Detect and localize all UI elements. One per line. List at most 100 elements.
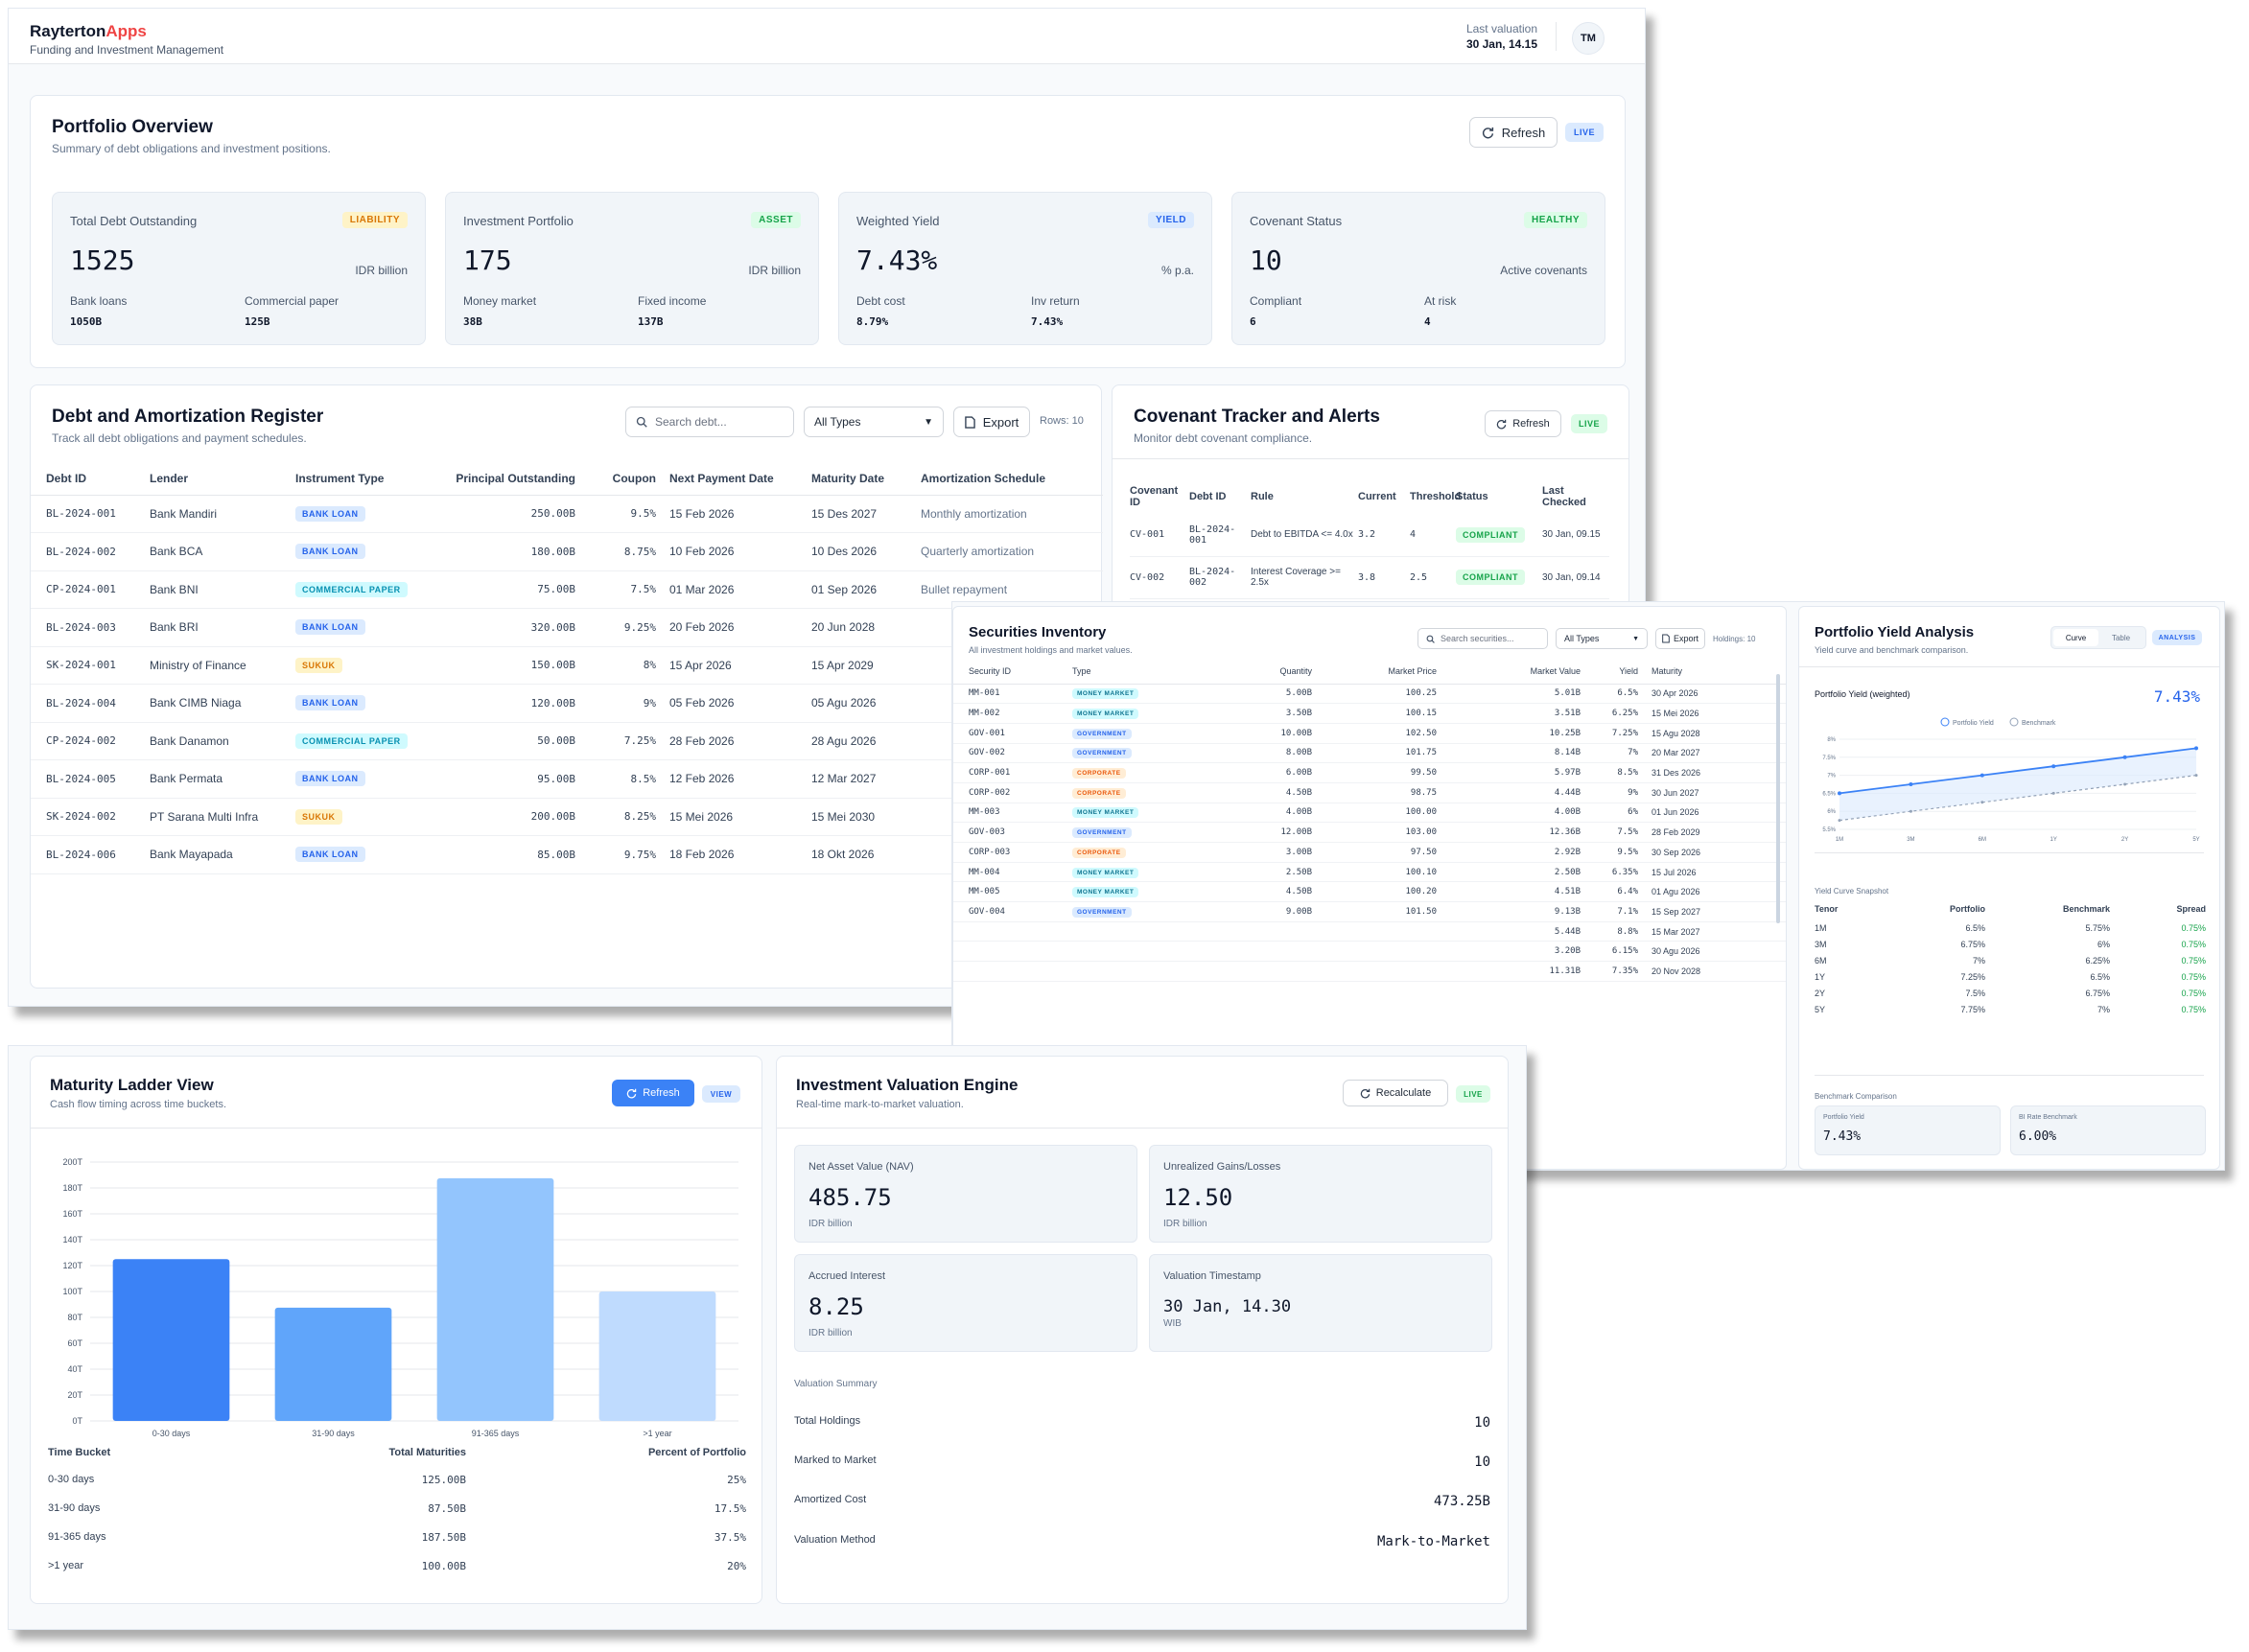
col-header[interactable]: Yield: [1581, 659, 1638, 685]
table-row[interactable]: BL-2024-001 Bank Mandiri BANK LOAN 250.00B 9…: [31, 495, 1103, 533]
table-row[interactable]: CP-2024-002 Bank Danamon COMMERCIAL PAPER 5…: [31, 722, 1103, 760]
table-row[interactable]: MM-002 MONEY MARKET 3.50B 100.15 3.51B 6.25% 1…: [953, 703, 1786, 724]
table-row[interactable]: 11.31B 7.35% 20 Nov 2028: [953, 961, 1786, 982]
table-row[interactable]: MM-005 MONEY MARKET 4.50B 100.20 4.51B 6.4% 01…: [953, 881, 1786, 903]
quantity: 5.00B: [1216, 684, 1312, 705]
col-header[interactable]: Status: [1456, 491, 1488, 502]
table-row[interactable]: 3.20B 6.15% 30 Agu 2026: [953, 941, 1786, 963]
brand-logo[interactable]: RaytertonApps: [30, 22, 147, 41]
table-row[interactable]: CP-2024-001 Bank BNI COMMERCIAL PAPER 75.00…: [31, 570, 1103, 609]
timestamp-label: Valuation Timestamp: [1163, 1270, 1261, 1282]
tab-curve[interactable]: Curve: [2053, 629, 2098, 646]
x-tick-label: 3M: [1907, 837, 1914, 843]
tab-table[interactable]: Table: [2111, 633, 2131, 642]
next-payment: 10 Feb 2026: [669, 532, 811, 571]
col-header[interactable]: Current: [1358, 491, 1396, 502]
col-header[interactable]: Maturity: [1638, 659, 1786, 685]
market-price: 100.15: [1312, 703, 1437, 724]
col-header[interactable]: Amortization Schedule: [921, 462, 1103, 496]
avatar[interactable]: TM: [1572, 22, 1605, 55]
bench-portfolio-value: 7.43%: [1823, 1129, 1862, 1144]
col-header[interactable]: Rule: [1251, 491, 1274, 502]
bench-portfolio-card: Portfolio Yield 7.43%: [1815, 1105, 2001, 1155]
table-row[interactable]: GOV-003 GOVERNMENT 12.00B 103.00 12.36B 7.5% 2…: [953, 822, 1786, 843]
portfolio: 7.75%: [1960, 1004, 1985, 1014]
maturity: 01 Agu 2026: [1638, 881, 1786, 903]
table-row[interactable]: GOV-004 GOVERNMENT 9.00B 101.50 9.13B 7.1% 15 …: [953, 901, 1786, 922]
market-value: 3.20B: [1437, 941, 1581, 963]
table-row[interactable]: 5.44B 8.8% 15 Mar 2027: [953, 921, 1786, 942]
principal: 150.00B: [439, 646, 593, 685]
yield: 8.8%: [1581, 921, 1638, 942]
table-row[interactable]: CV-002 BL-2024-002 Interest Coverage >= 2.…: [1130, 556, 1609, 599]
col-header[interactable]: Last Checked: [1542, 485, 1586, 508]
table-row[interactable]: BL-2024-004 Bank CIMB Niaga BANK LOAN 120.0…: [31, 684, 1103, 723]
table-row[interactable]: BL-2024-005 Bank Permata BANK LOAN 95.00B 8.…: [31, 759, 1103, 799]
col-header[interactable]: Lender: [150, 462, 295, 496]
table-row[interactable]: MM-004 MONEY MARKET 2.50B 100.10 2.50B 6.35% 1…: [953, 862, 1786, 883]
amortization-schedule: Quarterly amortization: [921, 532, 1103, 571]
securities-search-input[interactable]: Search securities...: [1417, 628, 1548, 649]
covenant-id: CV-001: [1130, 514, 1189, 557]
covenant-refresh-button[interactable]: Refresh: [1485, 410, 1561, 437]
securities-title: Securities Inventory: [969, 624, 1107, 640]
table-row[interactable]: SK-2024-001 Ministry of Finance SUKUK 150.0…: [31, 646, 1103, 685]
table-row[interactable]: BL-2024-003 Bank BRI BANK LOAN 320.00B 9.25%…: [31, 608, 1103, 647]
securities-type-select[interactable]: All Types ▼: [1556, 628, 1648, 649]
recalculate-button[interactable]: Recalculate: [1343, 1080, 1448, 1106]
summary-label: Marked to Market: [794, 1454, 877, 1466]
col-header[interactable]: Coupon: [593, 462, 669, 496]
table-row[interactable]: CORP-003 CORPORATE 3.00B 97.50 2.92B 9.5% 30 S…: [953, 842, 1786, 863]
table-row[interactable]: BL-2024-002 Bank BCA BANK LOAN 180.00B 8.75%…: [31, 532, 1103, 571]
instrument-type: COMMERCIAL PAPER: [295, 722, 439, 760]
table-row[interactable]: CV-001 BL-2024-001 Debt to EBITDA <= 4.0x 3…: [1130, 514, 1609, 557]
col-header[interactable]: Quantity: [1216, 659, 1312, 685]
debt-search-input[interactable]: Search debt...: [625, 407, 794, 437]
col-header[interactable]: Debt ID: [31, 462, 150, 496]
table-row[interactable]: SK-2024-002 PT Sarana Multi Infra SUKUK 200…: [31, 798, 1103, 836]
brand-tagline: Funding and Investment Management: [30, 43, 224, 57]
col-header[interactable]: Maturity Date: [811, 462, 921, 496]
col-header[interactable]: Instrument Type: [295, 462, 439, 496]
quantity: 2.50B: [1216, 862, 1312, 883]
portfolio: 6.5%: [1965, 922, 1985, 933]
securities-scrollbar[interactable]: [1776, 674, 1780, 923]
table-row[interactable]: CORP-001 CORPORATE 6.00B 99.50 5.97B 8.5% 31 D…: [953, 762, 1786, 783]
table-row[interactable]: GOV-002 GOVERNMENT 8.00B 101.75 8.14B 7% 20 Ma…: [953, 743, 1786, 764]
debt-export-button[interactable]: Export: [953, 407, 1030, 437]
overview-refresh-button[interactable]: Refresh: [1469, 117, 1558, 148]
col-header[interactable]: Next Payment Date: [669, 462, 811, 496]
maturity-refresh-button[interactable]: Refresh: [612, 1080, 694, 1106]
col-header[interactable]: Debt ID: [1189, 491, 1227, 502]
lender: Bank Mandiri: [150, 495, 295, 533]
col-header[interactable]: Covenant ID: [1130, 485, 1179, 508]
col-header[interactable]: Principal Outstanding: [439, 462, 593, 496]
lender: Ministry of Finance: [150, 646, 295, 685]
col-header[interactable]: Security ID: [953, 659, 1072, 685]
tenor: 2Y: [1815, 988, 1826, 998]
col-header[interactable]: Threshold: [1410, 491, 1462, 502]
col-header[interactable]: Type: [1072, 659, 1216, 685]
x-tick-label: 1M: [1836, 837, 1843, 843]
maturity: 30 Jun 2027: [1638, 782, 1786, 803]
col-header[interactable]: Market Value: [1437, 659, 1581, 685]
table-row[interactable]: MM-001 MONEY MARKET 5.00B 100.25 5.01B 6.5% 30…: [953, 684, 1786, 705]
col-header[interactable]: Market Price: [1312, 659, 1437, 685]
y-tick-label: 0T: [72, 1416, 82, 1426]
maturity-view-badge: VIEW: [702, 1085, 740, 1103]
debt-type-select[interactable]: All Types ▼: [804, 407, 944, 437]
bar-0: [112, 1259, 230, 1421]
refresh-icon: [1360, 1088, 1370, 1098]
security-type: CORPORATE: [1072, 762, 1216, 783]
next-payment: 05 Feb 2026: [669, 684, 811, 723]
quantity: [1216, 941, 1312, 963]
instrument-type: BANK LOAN: [295, 759, 439, 799]
table-row[interactable]: GOV-001 GOVERNMENT 10.00B 102.50 10.25B 7.25%…: [953, 723, 1786, 744]
table-row[interactable]: BL-2024-006 Bank Mayapada BANK LOAN 85.00B 9…: [31, 835, 1103, 874]
maturity-date: 28 Agu 2026: [811, 722, 921, 760]
table-row[interactable]: MM-003 MONEY MARKET 4.00B 100.00 4.00B 6% 01 J…: [953, 803, 1786, 824]
table-row[interactable]: CORP-002 CORPORATE 4.50B 98.75 4.44B 9% 30 Jun…: [953, 782, 1786, 803]
market-value: 4.51B: [1437, 881, 1581, 903]
securities-export-button[interactable]: Export: [1655, 628, 1705, 649]
benchmark: 7%: [2097, 1004, 2110, 1014]
